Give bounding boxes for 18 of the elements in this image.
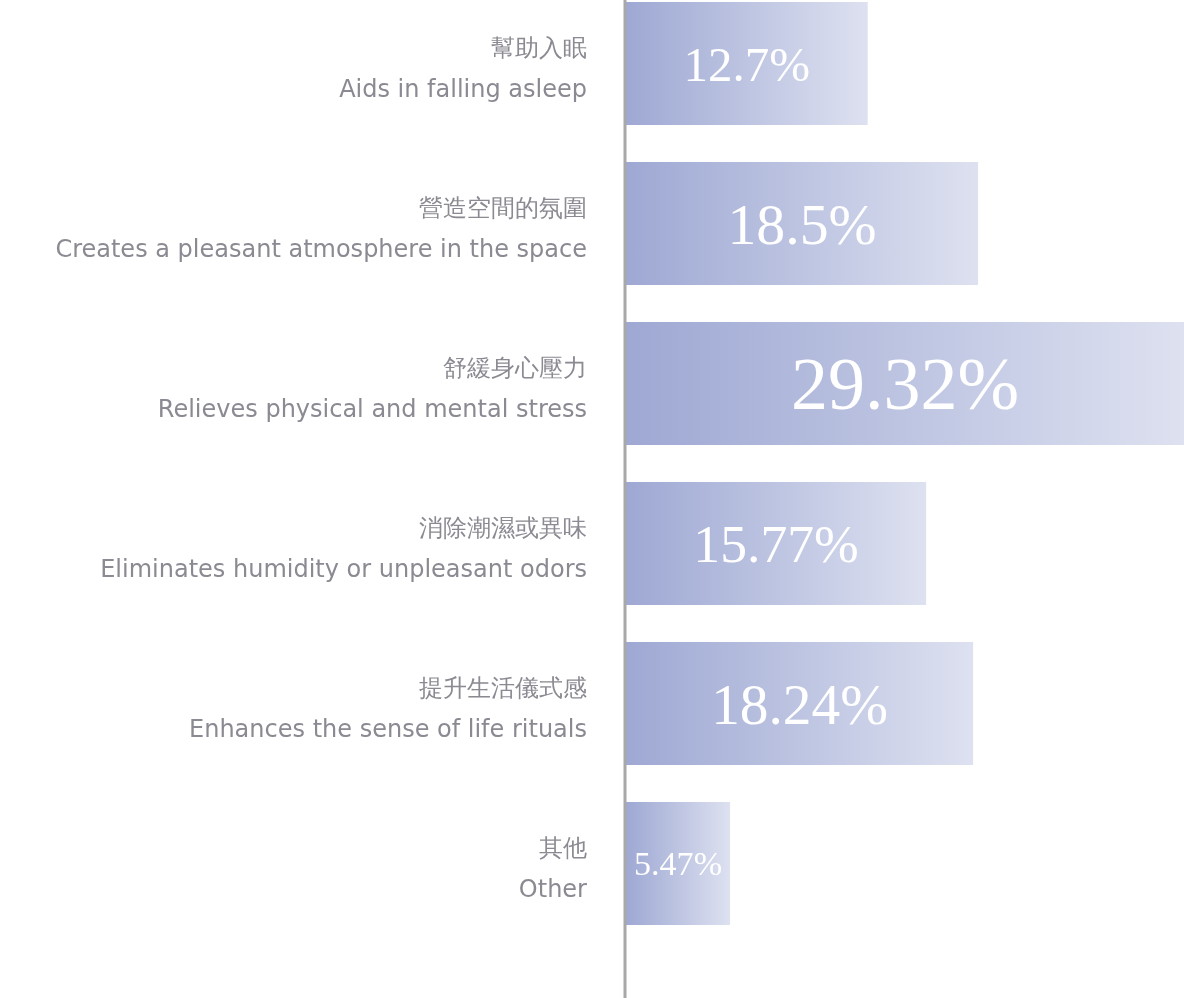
bar	[626, 482, 927, 605]
bar	[626, 802, 731, 925]
bar	[626, 322, 1184, 445]
data-label: 18.24%	[711, 672, 888, 736]
bar	[626, 2, 868, 125]
data-label: 5.47%	[634, 845, 723, 883]
data-label: 15.77%	[693, 514, 859, 575]
y-tick-label: 提升生活儀式感 Enhances the sense of life rituals	[189, 674, 587, 743]
data-label: 18.5%	[727, 192, 877, 256]
data-label: 29.32%	[790, 343, 1020, 426]
bar	[626, 642, 974, 765]
y-tick-label: 其他 Other	[518, 834, 588, 903]
bar	[626, 162, 979, 285]
y-tick-label: 營造空間的氛圍 Creates a pleasant atmosphere in the space	[55, 194, 587, 263]
y-tick-label: 消除潮濕或異味 Eliminates humidity or unpleasant odors	[100, 514, 587, 583]
data-label: 12.7%	[683, 36, 811, 92]
y-tick-label: 幫助入眠 Aids in falling asleep	[339, 34, 587, 103]
y-tick-label: 舒緩身心壓力 Relieves physical and mental stress	[157, 354, 587, 423]
